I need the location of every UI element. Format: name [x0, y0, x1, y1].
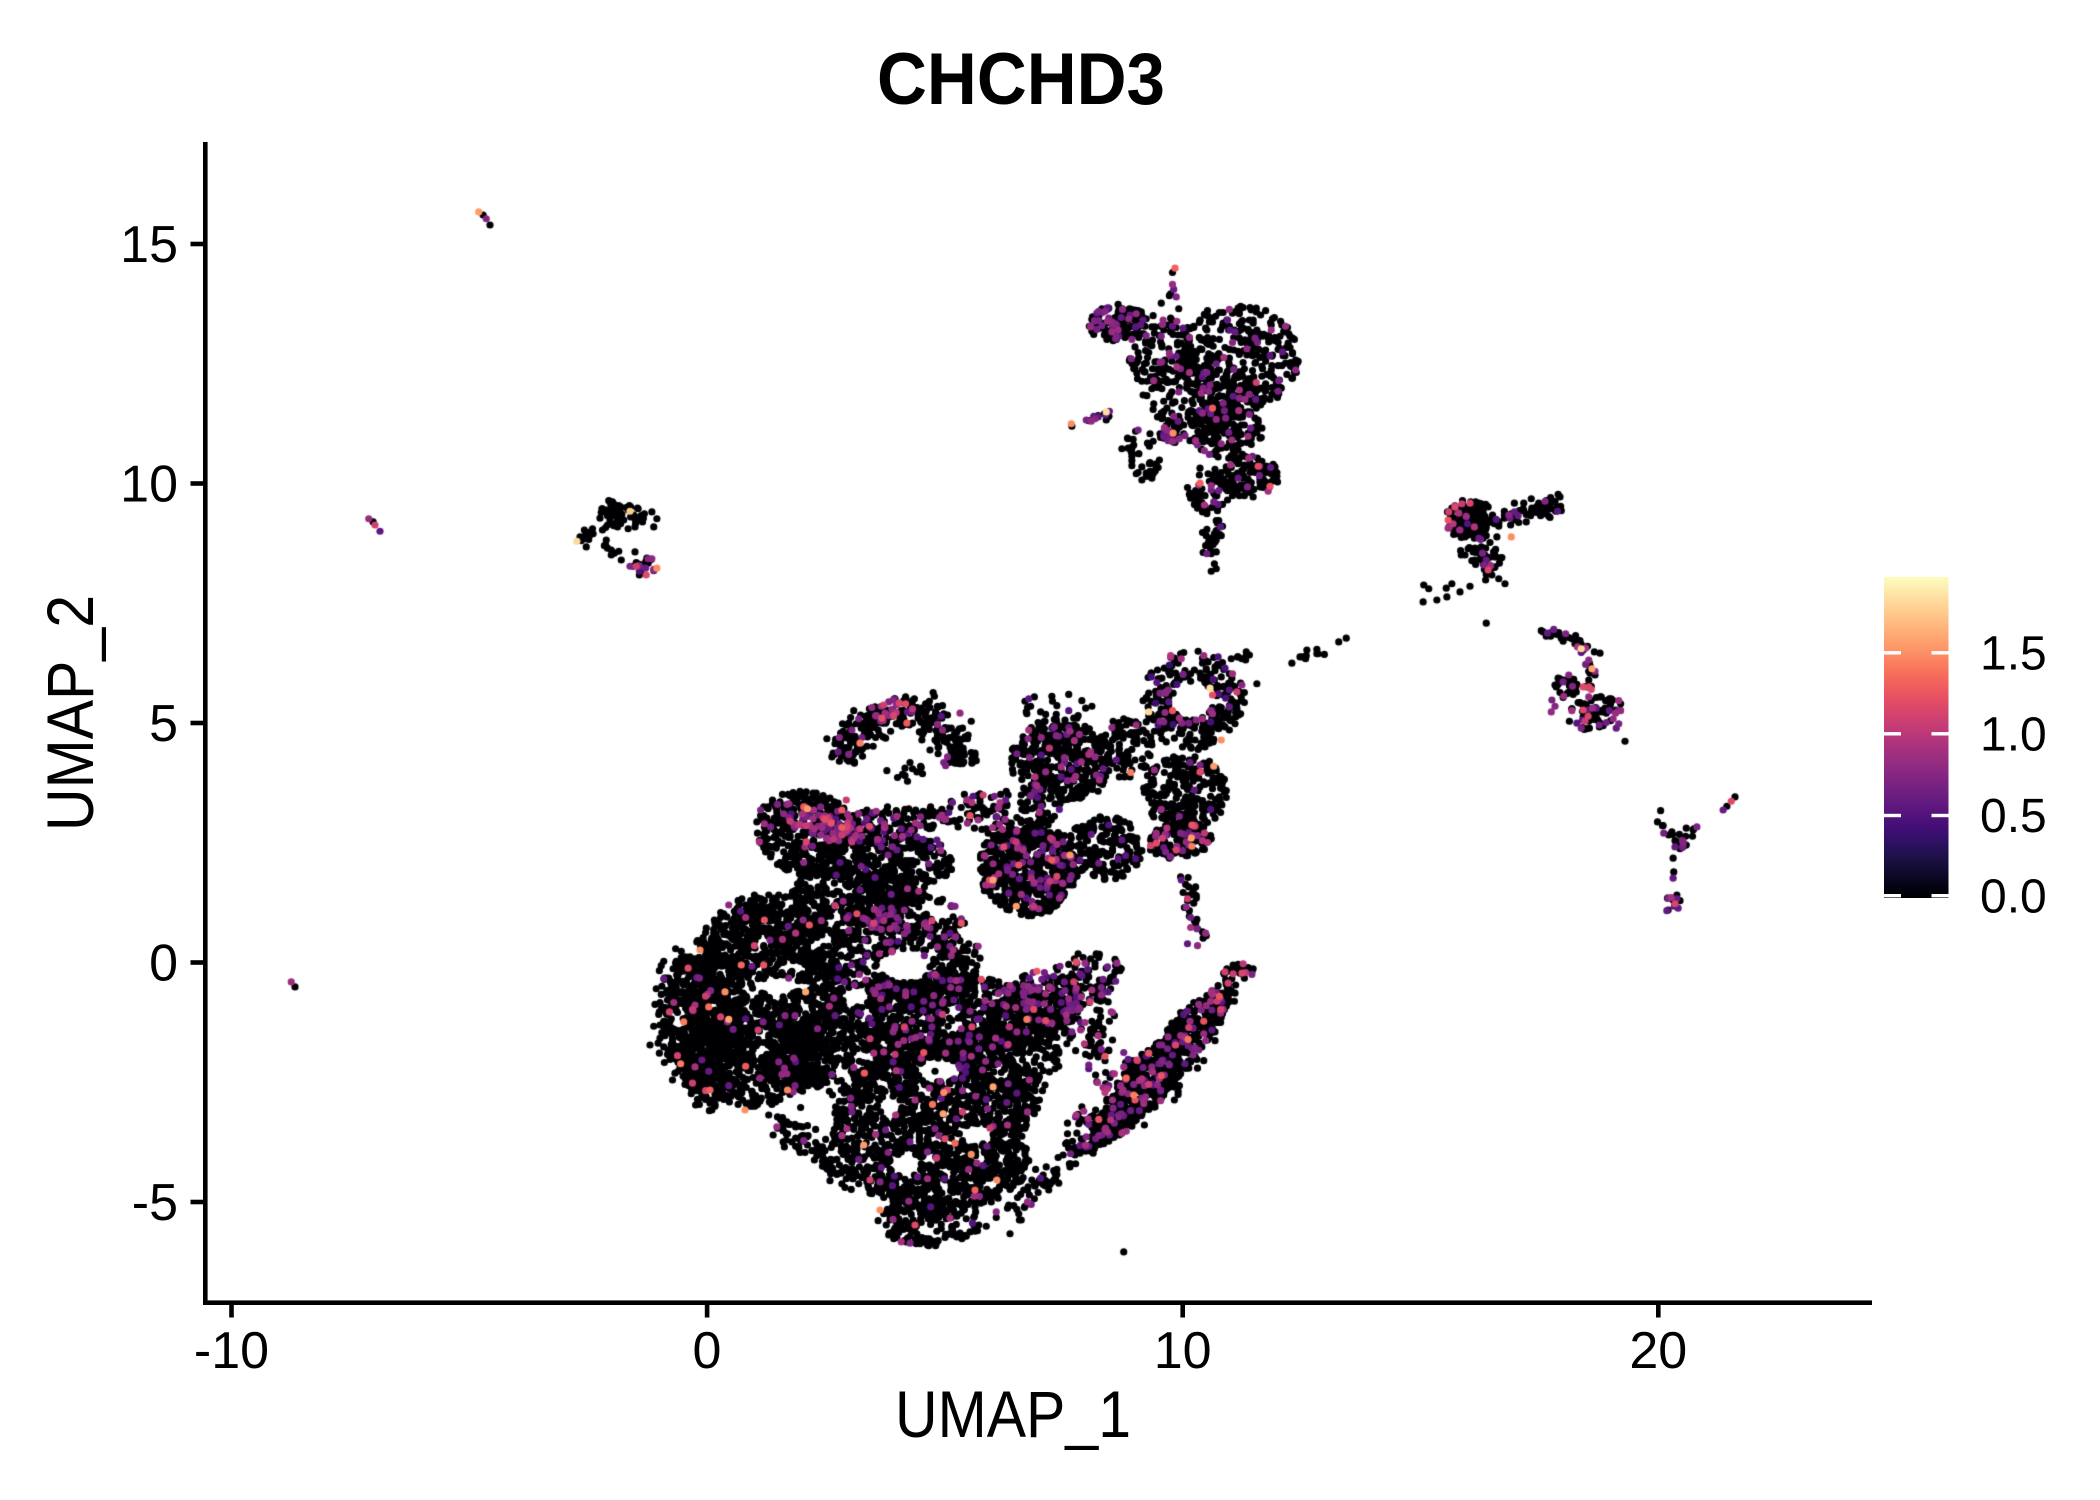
svg-text:UMAP_2: UMAP_2 [33, 595, 107, 831]
svg-text:0.0: 0.0 [1980, 871, 2047, 924]
svg-text:-5: -5 [132, 1174, 178, 1232]
svg-text:20: 20 [1629, 1322, 1687, 1380]
svg-text:5: 5 [149, 695, 178, 753]
svg-text:10: 10 [1154, 1322, 1212, 1380]
svg-text:10: 10 [120, 456, 178, 514]
svg-text:15: 15 [120, 216, 178, 274]
svg-text:0: 0 [149, 935, 178, 993]
svg-text:0.5: 0.5 [1980, 790, 2047, 843]
svg-text:UMAP_1: UMAP_1 [895, 1377, 1131, 1451]
svg-text:CHCHD3: CHCHD3 [877, 39, 1165, 120]
svg-text:1.5: 1.5 [1980, 628, 2047, 681]
svg-text:1.0: 1.0 [1980, 709, 2047, 762]
svg-text:-10: -10 [194, 1322, 269, 1380]
svg-text:0: 0 [693, 1322, 722, 1380]
